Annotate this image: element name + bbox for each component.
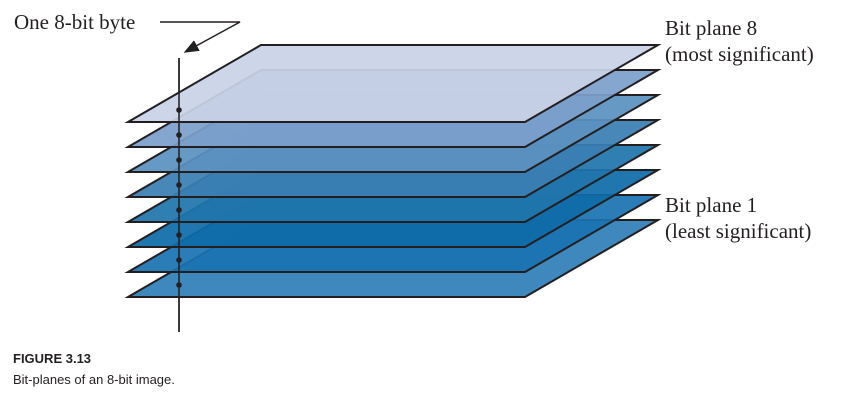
byte-axis	[176, 58, 182, 332]
byte-bit-dot-7	[176, 132, 182, 138]
top-plane-label-line2: (most significant)	[665, 42, 814, 66]
bit-plane-8	[124, 44, 662, 123]
top-plane-label-line1: Bit plane 8	[665, 16, 757, 40]
byte-bit-dot-6	[176, 157, 182, 163]
bottom-plane-label-line1: Bit plane 1	[665, 193, 757, 217]
byte-bit-dot-4	[176, 207, 182, 213]
bottom-plane-label-line2: (least significant)	[665, 219, 811, 243]
figure-caption-text: Bit-planes of an 8-bit image.	[13, 372, 175, 387]
byte-bit-dot-1	[176, 282, 182, 288]
byte-bit-dot-5	[176, 182, 182, 188]
byte-bit-dot-8	[176, 107, 182, 113]
figure-caption-title: FIGURE 3.13	[13, 351, 92, 366]
byte-bit-dot-2	[176, 257, 182, 263]
byte-bit-dot-3	[176, 232, 182, 238]
bit-planes	[124, 44, 662, 298]
byte-label: One 8-bit byte	[14, 10, 135, 34]
byte-leader-arrow	[160, 21, 241, 53]
